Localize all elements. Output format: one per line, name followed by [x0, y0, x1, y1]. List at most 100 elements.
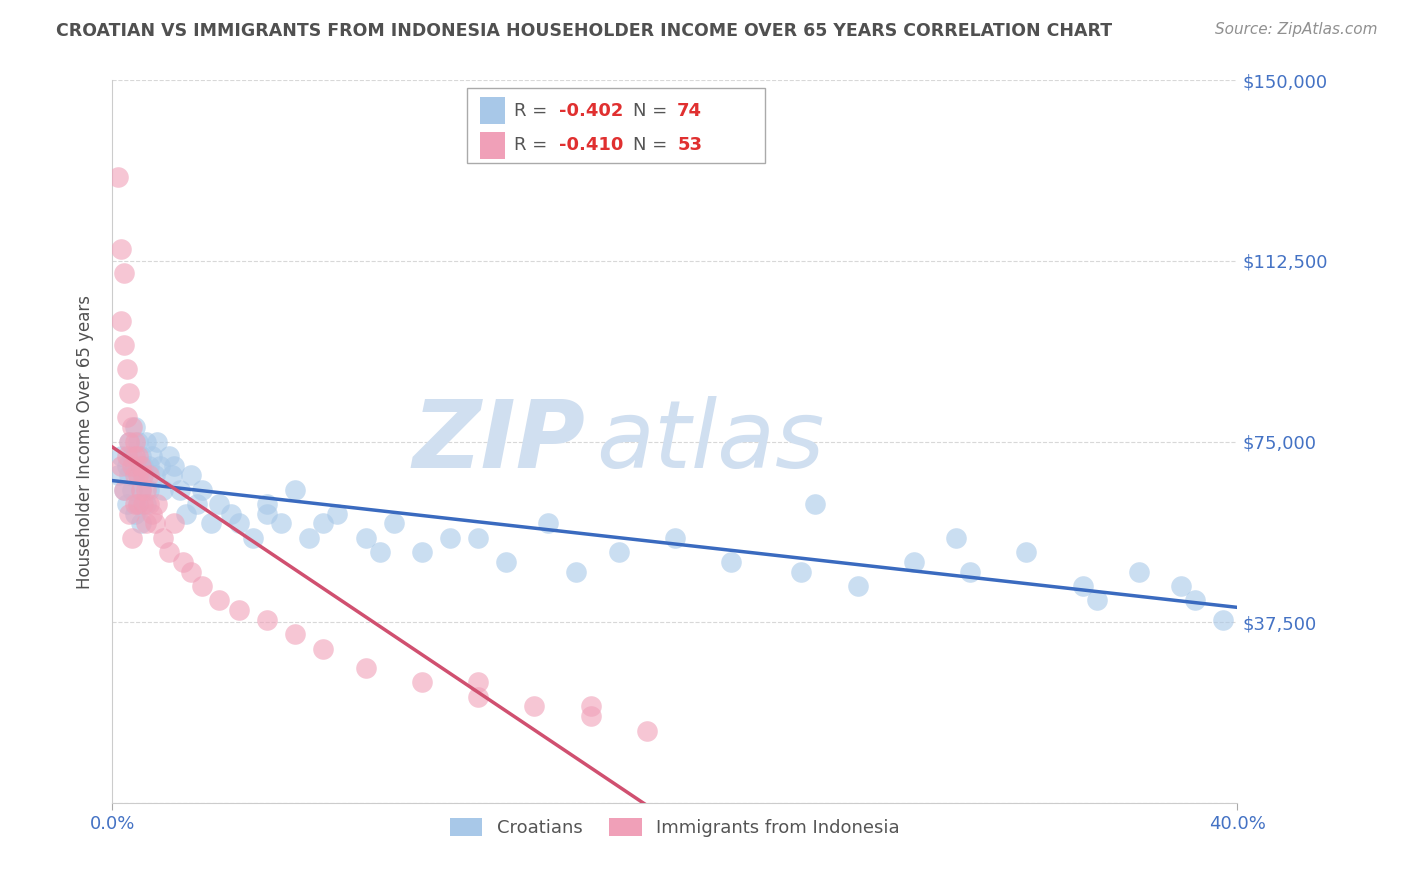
Croatians	[152, 483, 174, 497]
Croatians	[115, 497, 138, 511]
Croatians	[959, 565, 981, 579]
Croatians	[284, 483, 307, 497]
Immigrants from Indonesia	[312, 641, 335, 656]
Text: -0.402: -0.402	[560, 102, 623, 120]
Croatians	[495, 555, 517, 569]
Bar	[481, 132, 505, 159]
Croatians	[200, 516, 222, 531]
Immigrants from Indonesia	[132, 497, 155, 511]
Croatians	[174, 507, 197, 521]
Croatians	[664, 531, 686, 545]
Croatians	[537, 516, 560, 531]
Immigrants from Indonesia	[112, 338, 135, 352]
Immigrants from Indonesia	[124, 434, 146, 449]
Croatians	[228, 516, 250, 531]
Croatians	[118, 468, 141, 483]
Croatians	[141, 449, 163, 463]
Croatians	[1170, 579, 1192, 593]
Croatians	[720, 555, 742, 569]
Immigrants from Indonesia	[579, 709, 602, 723]
Immigrants from Indonesia	[152, 531, 174, 545]
Croatians	[903, 555, 925, 569]
Y-axis label: Householder Income Over 65 years: Householder Income Over 65 years	[76, 294, 94, 589]
Croatians	[312, 516, 335, 531]
Immigrants from Indonesia	[636, 723, 658, 738]
Immigrants from Indonesia	[180, 565, 202, 579]
Croatians	[160, 468, 183, 483]
Immigrants from Indonesia	[118, 507, 141, 521]
Bar	[481, 97, 505, 124]
Immigrants from Indonesia	[129, 483, 152, 497]
Immigrants from Indonesia	[112, 483, 135, 497]
Immigrants from Indonesia	[172, 555, 194, 569]
Text: R =: R =	[515, 136, 553, 154]
Immigrants from Indonesia	[127, 468, 149, 483]
Immigrants from Indonesia	[121, 458, 143, 473]
Text: R =: R =	[515, 102, 553, 120]
Croatians	[107, 468, 129, 483]
Croatians	[256, 497, 278, 511]
Croatians	[146, 434, 169, 449]
Croatians	[110, 449, 132, 463]
Croatians	[411, 545, 433, 559]
Immigrants from Indonesia	[115, 410, 138, 425]
Croatians	[298, 531, 321, 545]
Croatians	[157, 449, 180, 463]
Croatians	[804, 497, 827, 511]
Immigrants from Indonesia	[143, 516, 166, 531]
Immigrants from Indonesia	[132, 468, 155, 483]
Croatians	[180, 468, 202, 483]
Croatians	[191, 483, 214, 497]
Immigrants from Indonesia	[467, 690, 489, 704]
Croatians	[270, 516, 292, 531]
Croatians	[169, 483, 191, 497]
Immigrants from Indonesia	[107, 169, 129, 184]
Immigrants from Indonesia	[124, 497, 146, 511]
Croatians	[115, 458, 138, 473]
Immigrants from Indonesia	[115, 362, 138, 376]
Immigrants from Indonesia	[129, 458, 152, 473]
Immigrants from Indonesia	[138, 497, 160, 511]
Croatians	[354, 531, 377, 545]
Croatians	[124, 507, 146, 521]
Croatians	[565, 565, 588, 579]
Croatians	[135, 497, 157, 511]
Text: 53: 53	[678, 136, 702, 154]
Croatians	[129, 516, 152, 531]
Immigrants from Indonesia	[467, 675, 489, 690]
Immigrants from Indonesia	[141, 507, 163, 521]
Croatians	[124, 420, 146, 434]
Immigrants from Indonesia	[112, 266, 135, 280]
Croatians	[163, 458, 186, 473]
Text: N =: N =	[633, 102, 673, 120]
Croatians	[1184, 593, 1206, 607]
Croatians	[1128, 565, 1150, 579]
Croatians	[186, 497, 208, 511]
Immigrants from Indonesia	[115, 449, 138, 463]
Croatians	[121, 449, 143, 463]
Croatians	[124, 458, 146, 473]
Immigrants from Indonesia	[127, 449, 149, 463]
Text: N =: N =	[633, 136, 673, 154]
Immigrants from Indonesia	[138, 468, 160, 483]
Croatians	[132, 458, 155, 473]
Croatians	[846, 579, 869, 593]
Croatians	[127, 434, 149, 449]
Immigrants from Indonesia	[354, 661, 377, 675]
Immigrants from Indonesia	[110, 242, 132, 256]
Croatians	[149, 458, 172, 473]
Croatians	[242, 531, 264, 545]
Croatians	[132, 468, 155, 483]
Croatians	[1212, 613, 1234, 627]
Text: Source: ZipAtlas.com: Source: ZipAtlas.com	[1215, 22, 1378, 37]
Immigrants from Indonesia	[127, 497, 149, 511]
Croatians	[121, 483, 143, 497]
Croatians	[138, 458, 160, 473]
Text: 74: 74	[678, 102, 702, 120]
Immigrants from Indonesia	[118, 386, 141, 401]
Immigrants from Indonesia	[124, 468, 146, 483]
Immigrants from Indonesia	[110, 458, 132, 473]
Croatians	[143, 468, 166, 483]
Immigrants from Indonesia	[579, 699, 602, 714]
Immigrants from Indonesia	[110, 314, 132, 328]
